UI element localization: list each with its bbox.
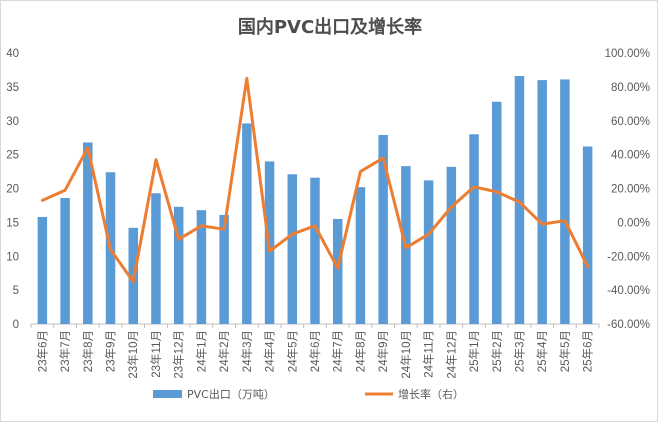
legend-label-bars: PVC出口（万吨）	[187, 387, 275, 401]
bars-group	[38, 76, 593, 324]
x-tick-label: 24年1月	[194, 330, 208, 372]
y-right-tick-label: 100.00%	[605, 48, 650, 60]
bar-pvc-export	[38, 217, 48, 324]
y-left-tick-label: 5	[13, 285, 19, 297]
y-right-tick-label: 0.00%	[617, 217, 650, 229]
legend-label-line: 增长率（右）	[398, 387, 464, 401]
y-left-tick-label: 30	[6, 116, 19, 128]
y-left-tick-label: 25	[6, 150, 19, 162]
x-tick-label: 24年7月	[331, 330, 345, 372]
x-tick-label: 25年6月	[581, 330, 595, 372]
x-tick-label: 25年1月	[467, 330, 481, 372]
y-right-tick-label: -20.00%	[607, 251, 650, 263]
bar-pvc-export	[219, 215, 229, 324]
x-tick-label: 24年9月	[376, 330, 390, 372]
y-right-tick-label: 40.00%	[611, 150, 650, 162]
bar-pvc-export	[537, 80, 547, 324]
x-tick-label: 23年6月	[35, 330, 49, 372]
y-left-tick-label: 40	[6, 48, 19, 60]
bar-pvc-export	[60, 198, 70, 324]
x-tick-label: 24年5月	[285, 330, 299, 372]
legend: PVC出口（万吨） 增长率（右）	[153, 387, 464, 401]
bar-pvc-export	[242, 123, 252, 324]
x-tick-label: 24年4月	[263, 330, 277, 372]
x-tick-label: 24年2月	[217, 330, 231, 372]
x-tick-label: 23年7月	[58, 330, 72, 372]
bar-pvc-export	[560, 79, 570, 324]
x-tick-label: 25年4月	[535, 330, 549, 372]
bar-pvc-export	[447, 167, 457, 324]
x-tick-label: 23年10月	[126, 330, 140, 379]
y-right-tick-label: -40.00%	[607, 285, 650, 297]
y-left-tick-label: 10	[6, 251, 19, 263]
bar-pvc-export	[356, 187, 366, 324]
x-tick-label: 24年11月	[422, 330, 436, 378]
x-tick-label: 25年2月	[490, 330, 504, 372]
x-tick-label: 24年6月	[308, 330, 322, 372]
x-tick-label: 24年8月	[353, 330, 367, 372]
x-tick-label: 25年5月	[558, 330, 572, 372]
y-left-tick-label: 20	[6, 184, 19, 196]
bar-pvc-export	[151, 193, 161, 324]
bar-pvc-export	[469, 134, 479, 324]
y-right-tick-label: 80.00%	[611, 82, 650, 94]
y-right-tick-label: 20.00%	[611, 184, 650, 196]
bar-pvc-export	[333, 219, 343, 324]
bar-pvc-export	[583, 146, 593, 324]
x-tick-label: 24年10月	[399, 330, 413, 379]
y-left-tick-label: 15	[6, 217, 19, 229]
x-tick-label: 25年3月	[512, 330, 526, 372]
y-left-tick-label: 0	[13, 319, 19, 331]
x-tick-label: 23年11月	[149, 330, 163, 378]
bar-pvc-export	[310, 178, 320, 324]
y-left-tick-label: 35	[6, 82, 19, 94]
bar-pvc-export	[424, 180, 434, 324]
bar-pvc-export	[492, 102, 502, 324]
chart-title: 国内PVC出口及增长率	[238, 16, 422, 38]
legend-swatch-bars	[153, 390, 182, 398]
bar-pvc-export	[288, 174, 298, 324]
x-tick-labels: 23年6月 23年7月 23年8月 23年9月 23年10月 23年11月 23年12月 24…	[35, 330, 594, 379]
y-right-tick-label: 60.00%	[611, 116, 650, 128]
x-tick-label: 24年3月	[240, 330, 254, 372]
x-tick-label: 23年12月	[172, 330, 186, 379]
x-tick-label: 23年8月	[81, 330, 95, 372]
bar-pvc-export	[83, 142, 93, 324]
axes-group: 0 5 10 15 20 25 30 35 40 -60.00% -40.00% -20.00% 0.0…	[6, 48, 650, 331]
y-right-tick-label: -60.00%	[607, 319, 650, 331]
x-tick-label: 23年9月	[104, 330, 118, 372]
x-tick-label: 24年12月	[444, 330, 458, 379]
